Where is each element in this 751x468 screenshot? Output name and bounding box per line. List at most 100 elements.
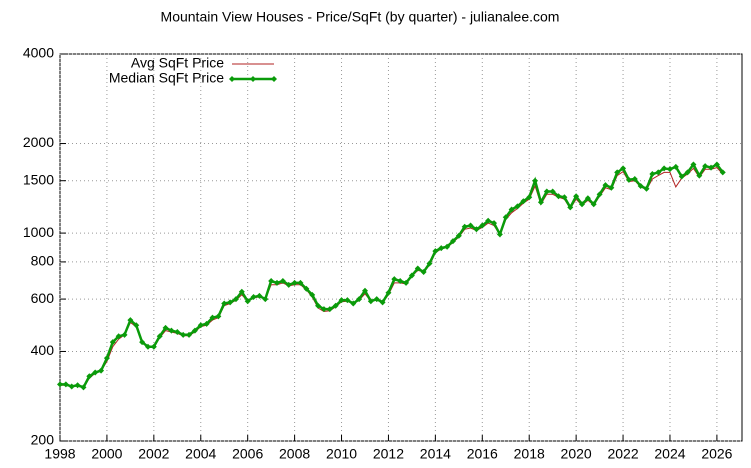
data-point [191, 327, 198, 334]
data-point [98, 367, 105, 374]
data-point [602, 182, 609, 189]
x-tick-label: 2016 [467, 446, 498, 462]
data-point [174, 329, 181, 336]
data-point [80, 384, 87, 391]
data-point [573, 193, 580, 200]
y-tick-label: 1500 [23, 171, 54, 187]
data-point [520, 198, 527, 205]
y-tick-label: 1000 [23, 224, 54, 240]
data-point [713, 161, 720, 168]
data-point [485, 217, 492, 224]
data-point [537, 199, 544, 206]
data-point [444, 243, 451, 250]
data-point [661, 165, 668, 172]
data-point [637, 182, 644, 189]
data-point [279, 278, 286, 285]
y-tick-label: 800 [31, 253, 55, 269]
data-point [139, 339, 146, 346]
x-tick-label: 2022 [607, 446, 638, 462]
data-point [678, 173, 685, 180]
data-point [344, 297, 351, 304]
data-point [144, 343, 151, 350]
data-point [367, 298, 374, 305]
data-point [502, 214, 509, 221]
data-point [356, 296, 363, 303]
data-point [438, 245, 445, 252]
data-point [133, 322, 140, 329]
data-point [274, 279, 281, 286]
data-point [268, 278, 275, 285]
x-tick-label: 2012 [373, 446, 404, 462]
data-point [291, 279, 298, 286]
data-point [414, 265, 421, 272]
x-tick-label: 2008 [279, 446, 310, 462]
data-point [473, 226, 480, 233]
data-point [256, 292, 263, 299]
data-point [596, 191, 603, 198]
data-point [361, 287, 368, 294]
data-point [262, 296, 269, 303]
data-point [449, 238, 456, 245]
data-point [209, 314, 216, 321]
data-point [467, 222, 474, 229]
data-point [608, 184, 615, 191]
data-point [373, 296, 380, 303]
data-point [590, 201, 597, 208]
data-point [168, 327, 175, 334]
y-tick-label: 2000 [23, 134, 54, 150]
data-point [303, 285, 310, 292]
data-point [666, 166, 673, 173]
data-point [315, 302, 322, 309]
data-point [655, 169, 662, 176]
x-tick-label: 2024 [654, 446, 685, 462]
data-point [567, 204, 574, 211]
data-point [584, 195, 591, 202]
data-point [549, 188, 556, 195]
data-point [403, 279, 410, 286]
data-point [227, 299, 234, 306]
data-point [461, 223, 468, 230]
data-point [156, 333, 163, 340]
x-tick-label: 2020 [561, 446, 592, 462]
data-point [420, 268, 427, 275]
data-point [180, 331, 187, 338]
data-point [309, 291, 316, 298]
data-point [391, 276, 398, 283]
data-point [86, 373, 93, 380]
data-point [508, 206, 515, 213]
data-point [320, 306, 327, 313]
data-point [244, 298, 251, 305]
data-point [127, 317, 134, 324]
data-point [397, 278, 404, 285]
plot-frame [59, 53, 743, 442]
x-tick-label: 2026 [701, 446, 732, 462]
data-point [643, 185, 650, 192]
data-point [555, 193, 562, 200]
data-point [496, 231, 503, 238]
data-point [543, 188, 550, 195]
data-point [526, 194, 533, 201]
x-tick-label: 2004 [185, 446, 216, 462]
y-tick-label: 4000 [23, 45, 54, 61]
data-point [620, 165, 627, 172]
data-point [719, 169, 726, 176]
data-point [197, 322, 204, 329]
data-point [62, 381, 69, 388]
data-point [68, 383, 75, 390]
y-tick-label: 200 [31, 432, 55, 448]
data-point [432, 248, 439, 255]
x-tick-label: 2010 [326, 446, 357, 462]
data-point [408, 272, 415, 279]
data-point [514, 203, 521, 210]
legend-marker [271, 76, 277, 82]
data-point [338, 297, 345, 304]
series-line [60, 162, 724, 389]
y-tick-label: 600 [31, 290, 55, 306]
data-point [115, 333, 122, 340]
data-point [215, 313, 222, 320]
data-point [672, 163, 679, 170]
x-tick-label: 2006 [232, 446, 263, 462]
legend-marker [250, 76, 256, 82]
data-point [109, 339, 116, 346]
data-point [690, 161, 697, 168]
